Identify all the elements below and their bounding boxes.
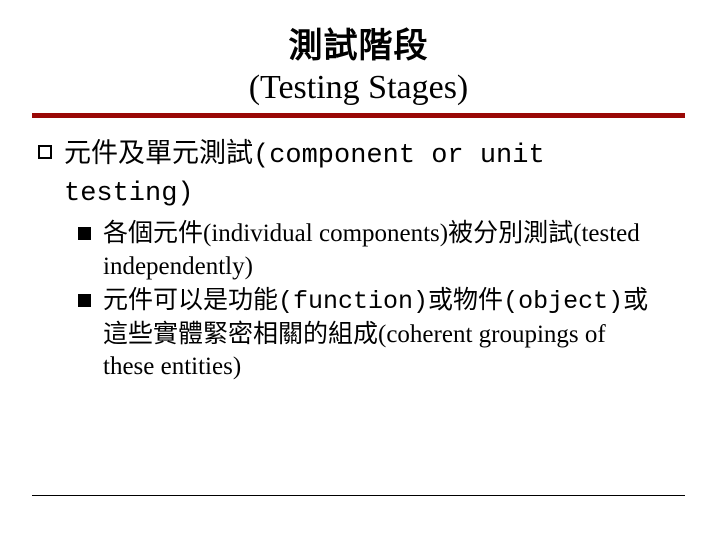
footer-rule: [32, 495, 685, 496]
l2b-a: 元件可以是功能: [103, 287, 278, 314]
slide-content: 測試階段 (Testing Stages) 元件及單元測試(component …: [0, 0, 717, 384]
filled-square-icon: [78, 294, 91, 307]
slide-title: 測試階段 (Testing Stages): [32, 18, 685, 107]
level2-text: 元件可以是功能(function)或物件(object)或這些實體緊密相關的組成…: [103, 285, 663, 384]
l2b-d: (object): [503, 287, 623, 316]
l2b-c: 或物件: [428, 287, 503, 314]
title-chinese: 測試階段: [32, 18, 685, 67]
l2a-b: (individual components): [203, 220, 448, 247]
l2b-b: (function): [278, 287, 428, 316]
title-underline: [32, 113, 685, 118]
l1-cn: 元件及單元測試: [64, 138, 253, 168]
title-english: (Testing Stages): [32, 69, 685, 107]
level1-text: 元件及單元測試(component or unit testing): [64, 136, 685, 212]
bullet-level1: 元件及單元測試(component or unit testing): [38, 136, 685, 212]
l2a-c: 被分別測試: [448, 220, 573, 247]
filled-square-icon: [78, 227, 91, 240]
bullet-level2-item: 元件可以是功能(function)或物件(object)或這些實體緊密相關的組成…: [78, 285, 685, 384]
open-square-icon: [38, 145, 52, 159]
level2-text: 各個元件(individual components)被分別測試(tested …: [103, 218, 663, 283]
bullet-level2-item: 各個元件(individual components)被分別測試(tested …: [78, 218, 685, 283]
l2a-a: 各個元件: [103, 220, 203, 247]
